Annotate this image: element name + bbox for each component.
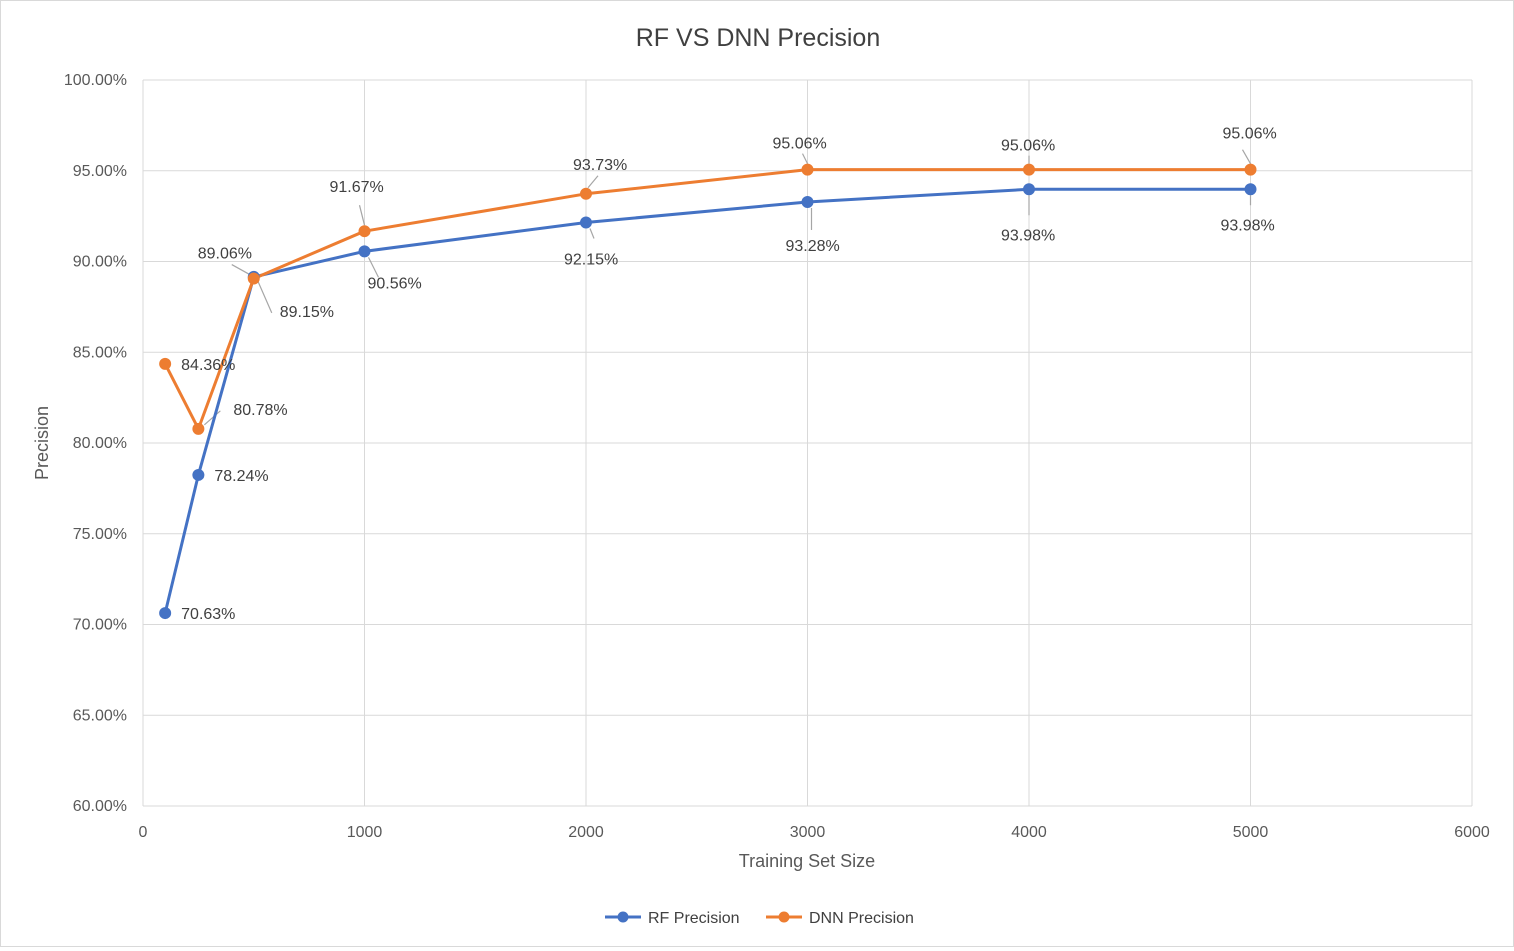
dnn-precision-data-label: 93.73% [573,157,627,174]
data-label-leader [231,264,251,276]
y-tick-label: 70.00% [73,617,127,634]
rf-precision-point [580,216,592,229]
dnn-precision-data-label: 91.67% [330,179,384,196]
x-axis-label: Training Set Size [739,851,875,871]
dnn-precision-line [163,168,1251,431]
data-label-leader [367,257,380,278]
x-tick-label: 3000 [790,824,826,841]
data-labels: 70.63% 78.24% 89.15% 90.56% 92.15% 93.28% 93.9… [181,126,1277,623]
dnn-precision-legend-marker [778,911,790,923]
x-tick-label: 6000 [1454,824,1490,841]
y-axis-ticks: 60.00% 65.00% 70.00% 75.00% 80.00% 85.00% 90.0… [64,72,127,815]
x-tick-label: 4000 [1011,824,1047,841]
dnn-precision-point [801,163,814,176]
y-tick-label: 60.00% [73,798,127,815]
data-label-leader-lines [203,149,1252,426]
y-tick-label: 90.00% [73,254,127,271]
series-lines [163,168,1251,614]
dnn-precision-data-label: 84.36% [181,357,235,374]
rf-precision-data-label: 78.24% [214,468,268,485]
rf-precision-point [358,245,371,258]
x-tick-label: 0 [139,824,148,841]
rf-precision-data-label: 70.63% [181,606,235,623]
chart-title: RF VS DNN Precision [636,24,881,52]
rf-precision-data-label: 93.98% [1001,227,1055,244]
rf-precision-point [159,607,172,620]
dnn-precision-point [1023,163,1035,176]
x-axis-ticks: 0 1000 2000 3000 4000 5000 6000 [139,824,1490,841]
y-tick-label: 75.00% [73,526,127,543]
dnn-precision-point [159,357,172,370]
rf-precision-data-label: 90.56% [368,275,422,292]
data-label-leader [801,153,809,164]
data-label-leader [257,280,273,314]
rf-precision-data-label: 92.15% [564,251,618,268]
dnn-precision-point [1244,163,1257,176]
rf-precision-data-label: 89.15% [280,304,334,321]
rf-precision-line [163,187,1251,614]
rf-precision-data-label: 93.98% [1221,217,1275,234]
data-label-leader [587,175,599,189]
y-tick-label: 65.00% [73,707,127,724]
y-tick-label: 100.00% [64,72,127,89]
rf-precision-point [801,195,814,208]
y-tick-label: 85.00% [73,344,127,361]
dnn-precision-data-label: 95.06% [1223,126,1277,143]
y-tick-label: 80.00% [73,435,127,452]
y-tick-label: 95.00% [73,163,127,180]
rf-precision-point [1244,183,1257,196]
rf-precision-legend-label: RF Precision [648,910,740,927]
series-points [159,163,1257,620]
data-label-leader [1241,149,1252,164]
y-axis-label: Precision [32,406,52,480]
dnn-precision-point [247,272,260,285]
dnn-precision-data-label: 95.06% [773,136,827,153]
data-label-leader [358,205,366,226]
x-tick-label: 5000 [1233,824,1269,841]
dnn-precision-point [580,187,592,200]
dnn-precision-data-label: 80.78% [233,402,287,419]
rf-precision-point [192,468,205,481]
dnn-precision-data-label: 89.06% [198,246,252,263]
legend: RF Precision DNN Precision [605,910,914,927]
x-tick-label: 2000 [568,824,604,841]
rf-precision-legend-marker [617,911,629,923]
rf-precision-data-label: 93.28% [786,238,840,255]
dnn-precision-legend-label: DNN Precision [809,910,914,927]
dnn-precision-point [192,422,205,435]
x-tick-label: 1000 [347,824,383,841]
dnn-precision-point [358,225,371,238]
rf-precision-point [1023,183,1035,196]
data-label-leader [589,228,595,239]
gridlines [142,79,1473,807]
data-label-leader [203,410,221,426]
dnn-precision-data-label: 95.06% [1001,138,1055,155]
